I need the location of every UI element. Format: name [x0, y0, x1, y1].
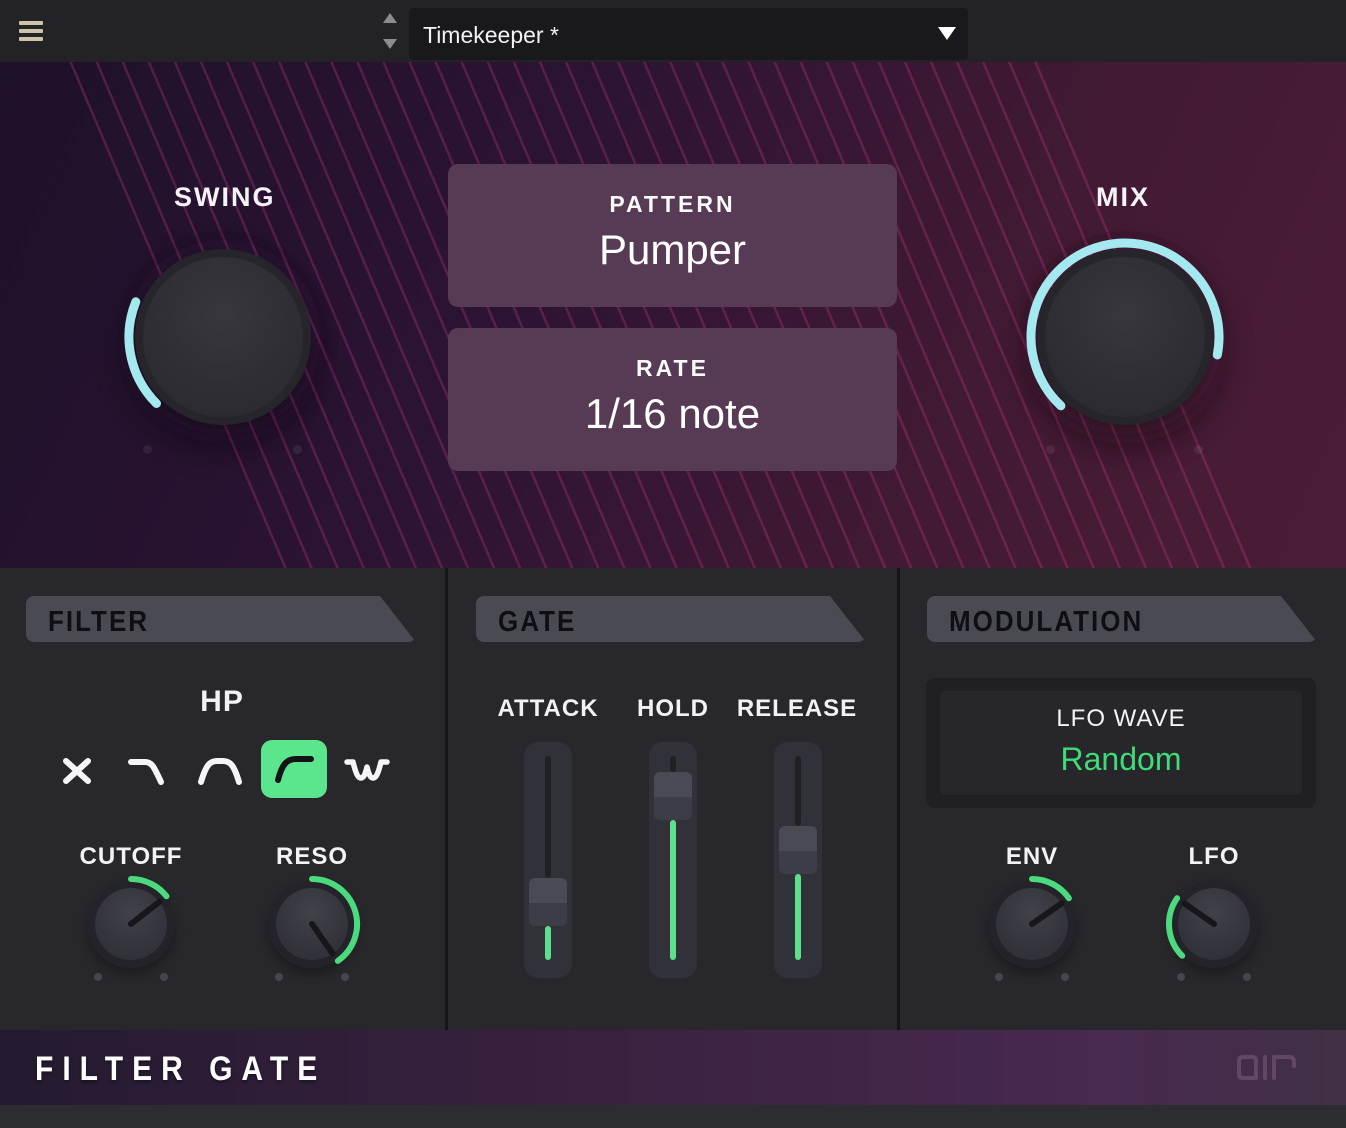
- lfo-wave-selector[interactable]: LFO WAVE Random: [926, 678, 1316, 808]
- lfo-wave-label: LFO WAVE: [1056, 705, 1186, 732]
- swing-min-dot: [143, 445, 152, 454]
- lowpass-button[interactable]: [120, 741, 176, 801]
- highpass-button[interactable]: [261, 740, 327, 798]
- lfo-min-dot: [1177, 973, 1185, 981]
- attack-slider-handle[interactable]: [529, 878, 567, 926]
- attack-slider[interactable]: [524, 742, 572, 978]
- mix-knob-arc: [1026, 238, 1224, 411]
- title-bar: Timekeeper *: [0, 0, 1346, 62]
- preset-previous-icon[interactable]: [383, 13, 397, 23]
- modulation-section-header: MODULATION: [927, 596, 1317, 642]
- lfo-label: LFO: [1188, 843, 1240, 870]
- release-slider[interactable]: [774, 742, 822, 978]
- pattern-value: Pumper: [598, 226, 747, 273]
- filter-off-button[interactable]: [49, 741, 105, 801]
- attack-label: ATTACK: [497, 695, 599, 722]
- lfo-knob-arc: [1166, 895, 1217, 959]
- release-slider-handle[interactable]: [779, 826, 817, 874]
- rate-selector[interactable]: RATE 1/16 note: [448, 328, 897, 471]
- pattern-label: PATTERN: [609, 191, 736, 217]
- gate-header-text: GATE: [498, 604, 577, 638]
- bandpass-button[interactable]: [192, 741, 248, 801]
- mix-label: MIX: [1096, 182, 1151, 212]
- lowpass-icon: [128, 759, 164, 785]
- modulation-section: MODULATION LFO WAVE Random ENV LFO: [900, 568, 1346, 1030]
- reso-max-dot: [341, 973, 349, 981]
- cutoff-knob-arc: [128, 875, 170, 927]
- mix-min-dot: [1046, 445, 1055, 454]
- lfo-max-dot: [1243, 973, 1251, 981]
- modulation-header-text: MODULATION: [949, 604, 1144, 638]
- reso-label: RESO: [275, 843, 348, 870]
- lower-panels: FILTER HP: [0, 568, 1346, 1030]
- swing-label: SWING: [174, 182, 276, 212]
- filter-section-header: FILTER: [26, 596, 416, 642]
- cutoff-knob[interactable]: [76, 869, 186, 979]
- bandpass-icon: [198, 758, 242, 785]
- highpass-icon: [275, 756, 314, 783]
- reso-min-dot: [275, 973, 283, 981]
- filter-off-icon: [63, 758, 91, 784]
- preset-name: Timekeeper *: [423, 22, 559, 48]
- swing-knob[interactable]: [118, 232, 328, 442]
- rate-value: 1/16 note: [584, 390, 761, 437]
- preset-next-icon[interactable]: [383, 39, 397, 49]
- hold-slider-handle[interactable]: [654, 772, 692, 820]
- notch-icon: [344, 759, 390, 781]
- gate-section-header: GATE: [476, 596, 866, 642]
- filter-type-label: HP: [200, 685, 244, 718]
- filter-header-text: FILTER: [48, 604, 150, 638]
- filter-section: FILTER HP: [0, 568, 445, 1030]
- preset-dropdown[interactable]: Timekeeper *: [409, 8, 968, 60]
- cutoff-max-dot: [160, 973, 168, 981]
- cutoff-label: CUTOFF: [79, 843, 183, 870]
- mix-max-dot: [1194, 445, 1203, 454]
- cutoff-min-dot: [94, 973, 102, 981]
- env-knob[interactable]: [977, 869, 1087, 979]
- notch-button[interactable]: [339, 741, 395, 801]
- swing-knob-arc: [124, 297, 161, 408]
- env-max-dot: [1061, 973, 1069, 981]
- gate-section: GATE ATTACK HOLD RELEASE: [448, 568, 897, 1030]
- pattern-selector[interactable]: PATTERN Pumper: [448, 164, 897, 307]
- lfo-knob[interactable]: [1159, 869, 1269, 979]
- rate-label: RATE: [636, 355, 709, 381]
- air-logo: [1237, 1055, 1296, 1080]
- swing-max-dot: [293, 445, 302, 454]
- bottom-strip: [0, 1105, 1346, 1128]
- reso-knob[interactable]: [257, 869, 367, 979]
- footer-bar: FILTER GATE: [0, 1030, 1346, 1105]
- dropdown-caret-icon: [938, 27, 956, 40]
- preset-steppers: [381, 8, 399, 54]
- plugin-title: FILTER GATE: [35, 1050, 327, 1088]
- mix-knob[interactable]: [1020, 232, 1230, 442]
- hero-panel: SWING PATTERN Pumper RATE 1/16 note MIX: [0, 62, 1346, 568]
- env-knob-arc: [1029, 875, 1072, 927]
- hold-label: HOLD: [637, 695, 709, 722]
- env-label: ENV: [1005, 843, 1059, 870]
- hold-slider[interactable]: [649, 742, 697, 978]
- hamburger-menu-icon[interactable]: [19, 21, 43, 41]
- env-min-dot: [995, 973, 1003, 981]
- lfo-wave-value: Random: [1060, 741, 1182, 777]
- reso-knob-arc: [309, 876, 361, 964]
- release-label: RELEASE: [736, 695, 858, 722]
